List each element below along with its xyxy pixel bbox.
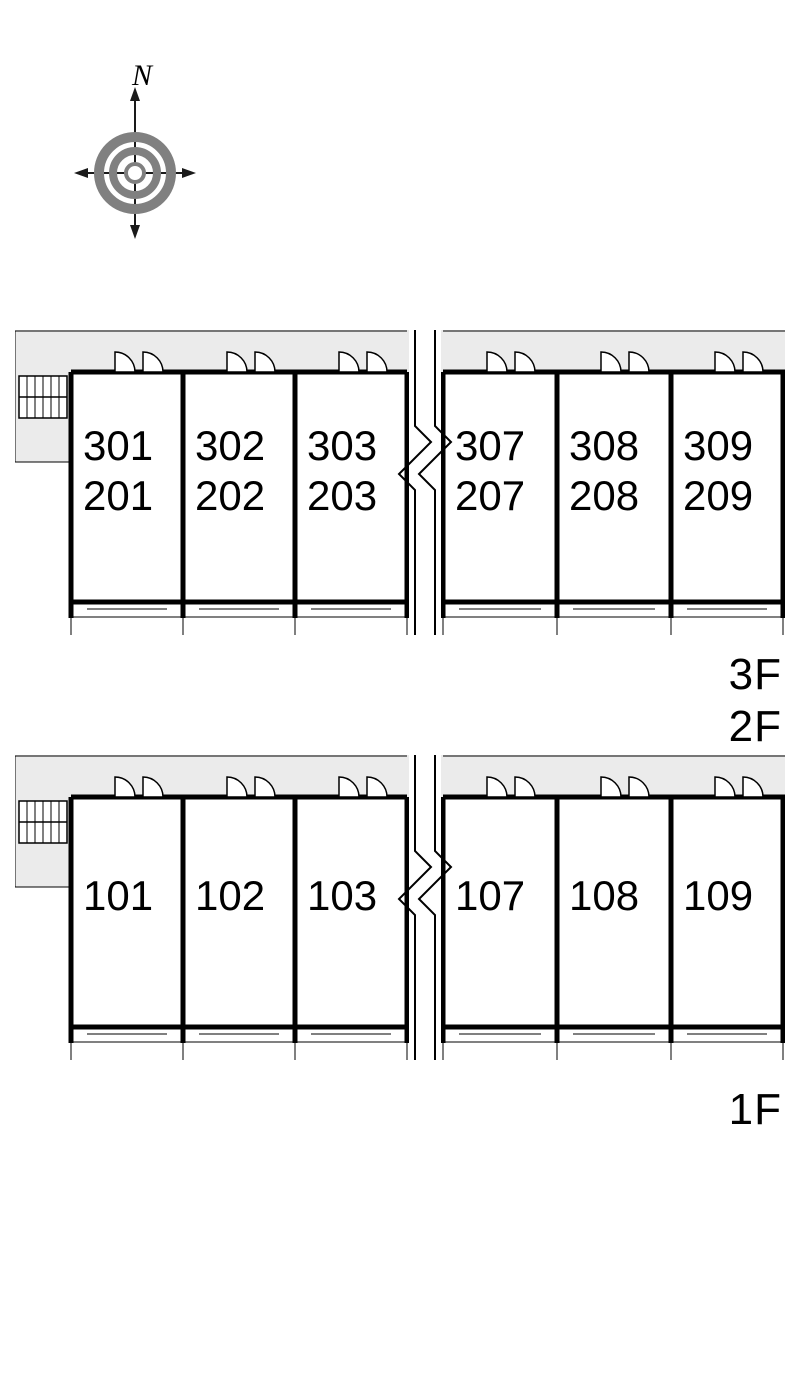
- compass: N: [60, 55, 210, 260]
- unit-label: 303: [307, 422, 377, 469]
- unit-label: 203: [307, 472, 377, 519]
- unit-label: 109: [683, 872, 753, 919]
- floor-plan-page: N: [0, 0, 800, 1373]
- unit-label: 108: [569, 872, 639, 919]
- unit-label: 103: [307, 872, 377, 919]
- compass-n-label: N: [131, 59, 154, 92]
- unit-label: 307: [455, 422, 525, 469]
- unit-label: 102: [195, 872, 265, 919]
- unit-label: 202: [195, 472, 265, 519]
- floor-label-2f: 2F: [729, 702, 782, 752]
- unit-label: 301: [83, 422, 153, 469]
- unit-label: 308: [569, 422, 639, 469]
- stairs-icon: [19, 376, 67, 418]
- unit-label: 207: [455, 472, 525, 519]
- floor-label-1f: 1F: [729, 1085, 782, 1135]
- unit-label: 107: [455, 872, 525, 919]
- unit-label: 309: [683, 422, 753, 469]
- floor-label-3f: 3F: [729, 650, 782, 700]
- unit-label: 101: [83, 872, 153, 919]
- unit-label: 201: [83, 472, 153, 519]
- floor-block-lower: 101 102 103 107 108 109: [15, 755, 785, 1065]
- floor-block-upper: 301 201 302 202 303 203 307 207 308 208 …: [15, 330, 785, 640]
- unit-label: 208: [569, 472, 639, 519]
- unit-label: 209: [683, 472, 753, 519]
- stairs-icon: [19, 801, 67, 843]
- unit-label: 302: [195, 422, 265, 469]
